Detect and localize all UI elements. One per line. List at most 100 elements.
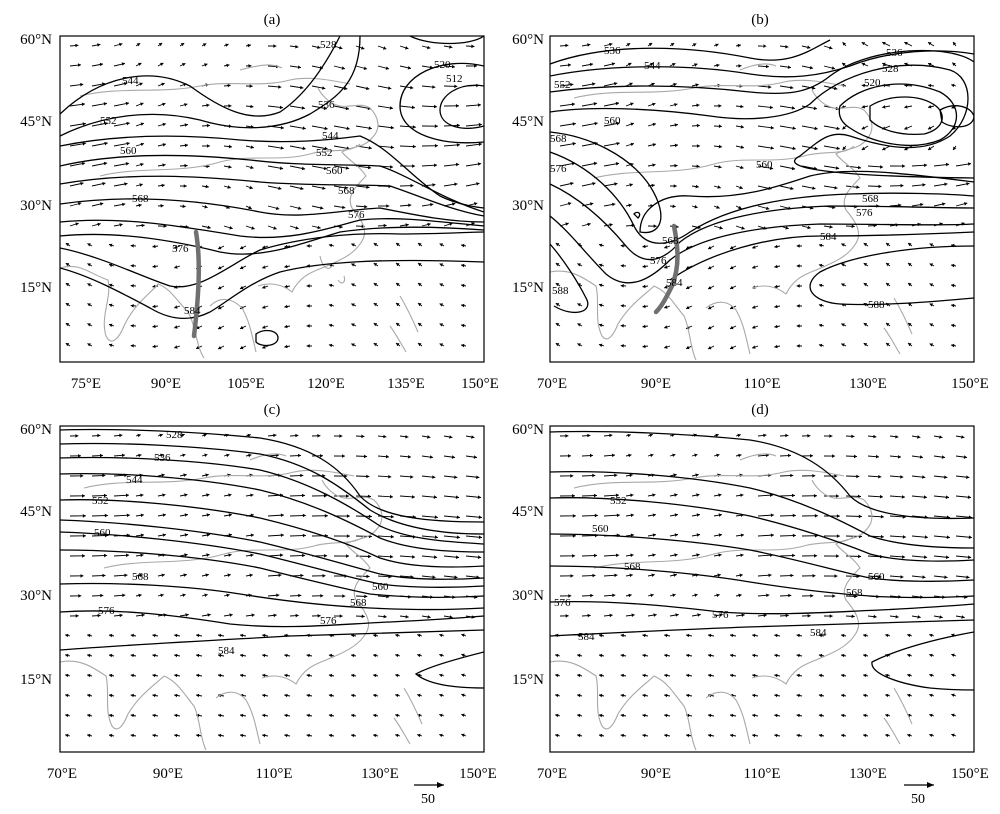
wind-vector-head — [227, 185, 231, 189]
wind-vector-head — [317, 614, 321, 618]
wind-vector-head — [418, 303, 422, 307]
wind-vector-head — [439, 283, 444, 287]
wind-vector-head — [951, 283, 955, 288]
islands-south — [319, 255, 346, 284]
wind-vector-head — [766, 593, 770, 598]
wind-vector-head — [928, 146, 932, 150]
wind-vector-head — [752, 693, 756, 698]
wind-vector-head — [351, 343, 355, 347]
wind-vector-head — [792, 533, 796, 538]
wind-vector-head — [346, 514, 350, 518]
wind-vector-head — [250, 165, 254, 170]
wind-vector-head — [183, 184, 187, 188]
wind-vector-head — [593, 493, 597, 498]
wind-vector-head — [774, 633, 778, 638]
wind-vector-head — [818, 733, 823, 738]
wind-vector-head — [807, 225, 811, 230]
wind-vector-head — [810, 594, 814, 598]
wind-vector-head — [674, 493, 678, 497]
wind-vector-head — [908, 343, 912, 347]
wind-vector-head — [592, 182, 596, 186]
wind-vector-head — [796, 304, 800, 308]
wind-vector-head — [770, 125, 774, 130]
wind-vector-head — [75, 434, 79, 438]
wind-vector-head — [434, 143, 438, 148]
wind-vector-head — [616, 121, 620, 126]
wind-vector-head — [273, 613, 277, 618]
wind-vector-head — [708, 633, 712, 638]
contour-label: 576 — [712, 609, 729, 621]
wind-vector-head — [320, 206, 324, 210]
wind-vector-head — [417, 633, 421, 638]
wind-vector-head — [229, 226, 233, 230]
wind-vector-head — [900, 183, 904, 188]
wind-vector-head — [390, 145, 394, 150]
map-frame — [549, 35, 975, 363]
wind-vector-head — [961, 435, 965, 439]
wind-vector-head — [368, 554, 372, 559]
wind-vector-head — [471, 44, 475, 49]
wind-vector-head — [196, 653, 200, 658]
wind-vector-head — [796, 264, 800, 268]
wind-vector-head — [455, 555, 460, 559]
contour-label: 568 — [132, 571, 149, 583]
wind-vector-head — [741, 613, 745, 617]
wind-vector-head — [100, 593, 104, 598]
lat-label-45n: 45°N — [20, 114, 52, 130]
wind-vector-head — [567, 202, 572, 206]
wind-vector-head — [152, 304, 156, 309]
map-area: 528 536 544 552 560 568 560 568 576 576 … — [60, 428, 484, 751]
wind-vector-head — [790, 85, 794, 90]
wind-vector-head — [122, 593, 126, 598]
wind-vector-head — [966, 575, 970, 579]
contour-labels: 528 520 512 544 536 552 544 552 560 560 … — [100, 39, 463, 317]
wind-vector-head — [137, 433, 141, 438]
wind-vector-head — [590, 593, 594, 598]
wind-vector-head — [696, 103, 700, 108]
wind-vector-head — [109, 283, 113, 288]
wind-vector-head — [818, 343, 823, 348]
wind-vector-head — [686, 653, 690, 658]
wind-vector-head — [323, 494, 327, 498]
wind-vector-head — [880, 514, 884, 519]
wind-vector-head — [572, 122, 576, 126]
wind-vector-head — [599, 733, 603, 738]
wind-vector-head — [692, 43, 697, 47]
wind-vector-head — [248, 64, 252, 68]
wind-vector-head — [351, 283, 355, 287]
wind-vector-head — [672, 63, 676, 67]
wind-vector-head — [434, 515, 438, 519]
map-frame — [59, 425, 485, 753]
contour-label: 544 — [644, 60, 661, 72]
wind-vector-head — [449, 45, 453, 49]
contour-line — [255, 329, 279, 347]
wind-vector-head — [841, 673, 845, 678]
contour-line — [60, 36, 361, 137]
wind-vector-head — [592, 473, 596, 478]
lat-label-45n: 45°N — [512, 114, 544, 130]
contour-label: 560 — [868, 571, 885, 583]
wind-vector-head — [664, 693, 668, 698]
wind-vector-head — [300, 186, 304, 191]
wind-vector-head — [455, 104, 459, 108]
coastlines — [60, 64, 419, 359]
wind-vector-head — [796, 324, 800, 328]
wind-vector-head — [951, 653, 955, 657]
wind-vector-head — [218, 286, 222, 290]
wind-vector-head — [262, 693, 266, 698]
wind-vector-head — [620, 673, 624, 678]
wind-vector-head — [161, 573, 165, 577]
contour-line — [838, 83, 957, 146]
wind-vector-head — [774, 244, 778, 249]
wind-vector-head — [863, 343, 868, 347]
wind-vector-head — [249, 84, 253, 88]
wind-vector-head — [65, 343, 70, 347]
wind-vector-head — [162, 102, 166, 107]
wind-vector-head — [842, 42, 846, 46]
wind-vector-head — [109, 713, 113, 718]
wind-vector-head — [109, 633, 113, 638]
border-central — [593, 535, 855, 569]
wind-vector-head — [451, 455, 455, 459]
wind-vector-head — [417, 733, 421, 738]
